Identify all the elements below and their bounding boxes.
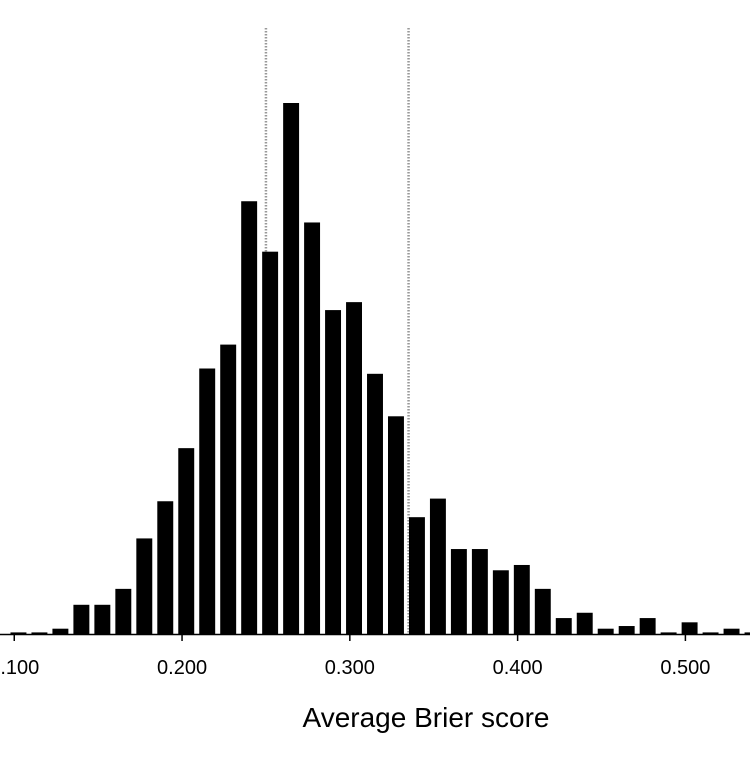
- histogram-bar: [283, 103, 300, 634]
- histogram-bar: [492, 570, 509, 634]
- x-axis-title: Average Brier score: [303, 702, 550, 733]
- histogram-bar: [10, 632, 27, 634]
- histogram-bar: [157, 501, 174, 634]
- histogram-bar: [429, 498, 446, 634]
- histogram-bar: [681, 622, 698, 634]
- histogram-bar: [576, 612, 593, 634]
- histogram-bar: [262, 251, 279, 634]
- histogram-bar: [702, 632, 719, 634]
- histogram-bar: [94, 604, 111, 634]
- histogram-bar: [597, 628, 614, 634]
- histogram-bar: [199, 368, 216, 634]
- histogram-bar: [408, 517, 425, 634]
- histogram-bar: [241, 201, 258, 635]
- histogram-bar: [304, 222, 321, 634]
- histogram-bar: [31, 632, 48, 634]
- x-tick-label: 0.200: [157, 657, 207, 679]
- histogram-bar: [115, 588, 132, 634]
- histogram-bar: [744, 632, 750, 634]
- histogram-bar: [178, 448, 195, 634]
- histogram-bar: [367, 373, 383, 634]
- histogram-bar: [534, 588, 551, 634]
- histogram-bar: [723, 628, 740, 634]
- histogram-bar: [555, 618, 572, 634]
- histogram-bar: [450, 549, 467, 634]
- histogram-bar: [513, 564, 530, 634]
- histogram-bar: [660, 632, 677, 634]
- histogram-bar: [325, 310, 342, 634]
- x-tick-label: 0.100: [0, 657, 39, 679]
- histogram-bar: [73, 604, 90, 634]
- histogram-bar: [388, 416, 404, 634]
- x-tick-label: 0.500: [660, 657, 710, 679]
- histogram-bar: [346, 302, 362, 635]
- histogram-bar: [136, 538, 153, 634]
- histogram-bars: [10, 103, 750, 635]
- x-tick-label: 0.300: [325, 657, 375, 679]
- histogram-bar: [471, 549, 488, 634]
- histogram-bar: [52, 628, 69, 634]
- histogram-bar: [639, 618, 656, 634]
- histogram-bar: [220, 344, 237, 634]
- x-axis-ticks: 0.100 0.200 0.300 0.400 0.500: [0, 634, 710, 679]
- x-tick-label: 0.400: [493, 657, 543, 679]
- histogram-bar: [618, 626, 635, 634]
